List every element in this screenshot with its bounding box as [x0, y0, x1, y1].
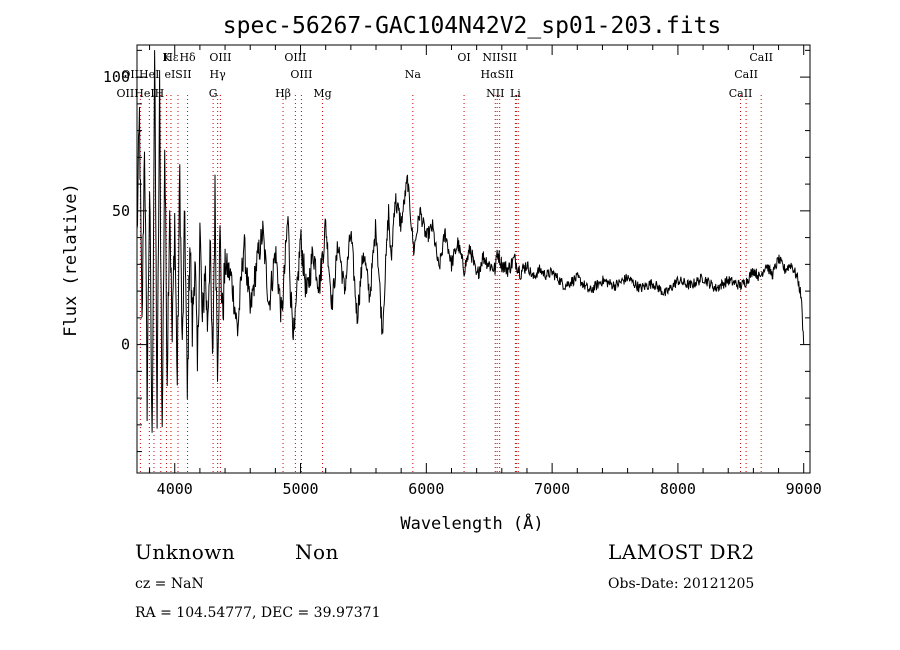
- line-marker-label: CaII: [749, 51, 773, 64]
- x-tick-label: 4000: [157, 480, 193, 498]
- line-marker-label: Hγ: [210, 68, 227, 81]
- chart-title: spec-56267-GAC104N42V2_sp01-203.fits: [223, 13, 722, 39]
- y-tick-label: 0: [121, 336, 130, 354]
- redshift-label: cz = NaN: [135, 576, 204, 592]
- line-marker-label: OIIHeI: [121, 68, 159, 81]
- x-tick-label: 9000: [786, 480, 822, 498]
- emission-line-markers: [139, 95, 762, 473]
- spectrum-line: [136, 50, 805, 433]
- obs-date-label: Obs-Date: 20121205: [608, 576, 755, 592]
- x-tick-label: 7000: [534, 480, 570, 498]
- survey-label: LAMOST DR2: [608, 540, 755, 564]
- plot-frame: [136, 44, 811, 474]
- line-marker-label: CaII: [729, 87, 753, 100]
- line-marker-label: OIII: [284, 51, 306, 64]
- x-tick-label: 8000: [660, 480, 696, 498]
- line-marker-label: Hδ: [179, 51, 196, 64]
- y-axis-label: Flux (relative): [61, 183, 81, 337]
- subclass-label: Non: [295, 540, 339, 564]
- x-tick-label: 6000: [408, 480, 444, 498]
- line-marker-label: G: [209, 87, 218, 100]
- line-marker-label: K: [162, 51, 171, 64]
- line-marker-label: CaII: [734, 68, 758, 81]
- y-tick-label: 100: [103, 68, 130, 86]
- line-marker-label: NII: [486, 87, 504, 100]
- line-marker-label: OIIHeIH: [117, 87, 165, 100]
- line-marker-label: OIII: [290, 68, 312, 81]
- line-marker-label: Na: [405, 68, 422, 81]
- class-label: Unknown: [135, 540, 236, 564]
- coordinates-label: RA = 104.54777, DEC = 39.97371: [135, 605, 381, 621]
- line-marker-label: NIISII: [482, 51, 517, 64]
- line-marker-label: OI: [457, 51, 470, 64]
- line-marker-label: OIII: [209, 51, 231, 64]
- axis-ticks: 4000 5000 6000 7000 8000 9000 0 50 100: [103, 45, 822, 498]
- line-marker-label: Mg: [313, 87, 331, 100]
- x-tick-label: 5000: [282, 480, 318, 498]
- line-marker-label: HαSII: [481, 68, 514, 81]
- y-tick-label: 50: [112, 202, 130, 220]
- line-marker-label: Li: [510, 87, 521, 100]
- x-axis-label: Wavelength (Å): [400, 512, 543, 534]
- line-marker-label: Hβ: [275, 87, 291, 100]
- line-marker-label: eISII: [164, 68, 191, 81]
